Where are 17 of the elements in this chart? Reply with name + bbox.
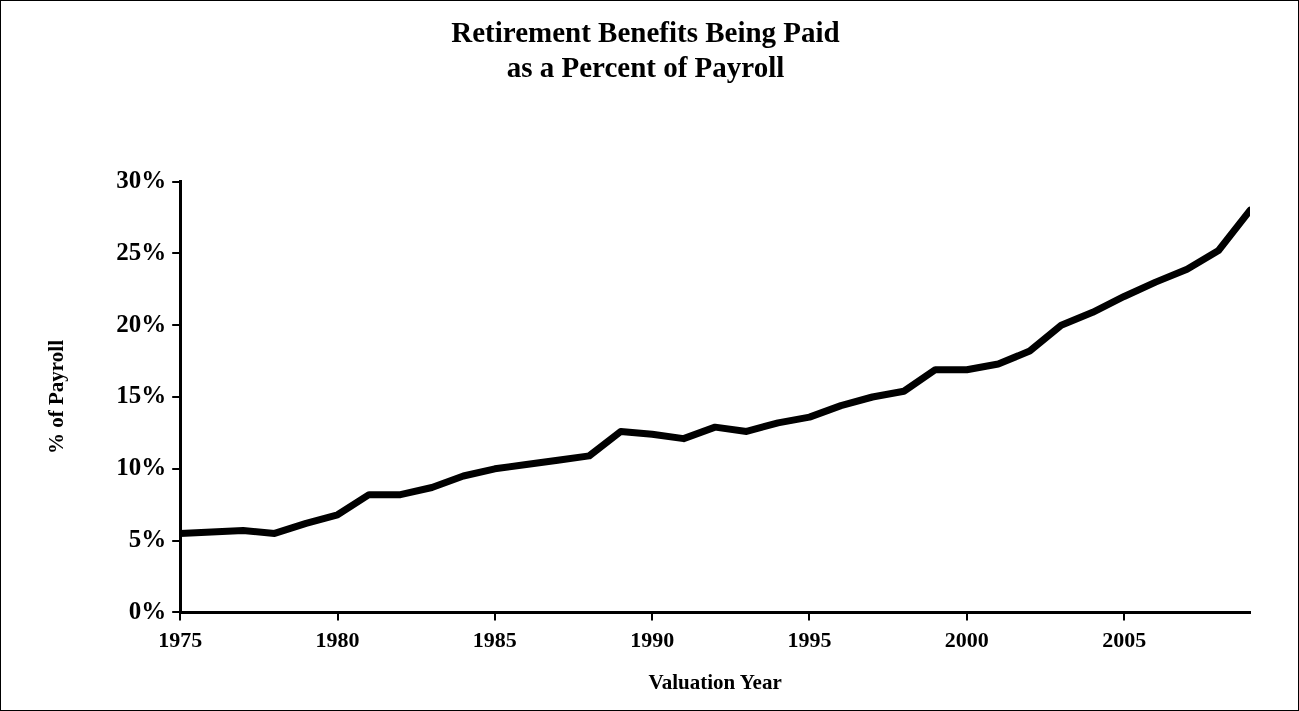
chart-title: Retirement Benefits Being Paid as a Percent of Payroll — [451, 15, 840, 83]
x-tick-label: 1990 — [630, 627, 675, 653]
y-tick-label: 25% — [116, 237, 167, 265]
y-tick-label: 15% — [116, 381, 167, 409]
x-tick-label: 2005 — [1102, 627, 1147, 653]
x-axis-title: Valuation Year — [648, 669, 782, 694]
y-tick-label: 0% — [128, 596, 167, 624]
x-tick-label: 1980 — [315, 627, 360, 653]
y-tick-label: 20% — [116, 309, 167, 337]
y-tick-label: 5% — [128, 525, 167, 553]
x-tick-label: 1995 — [787, 627, 832, 653]
x-tick-label: 2000 — [944, 627, 989, 653]
y-tick-label: 30% — [116, 166, 167, 194]
y-tick-label: 10% — [116, 453, 167, 481]
y-axis-title: % of Payroll — [44, 339, 69, 454]
x-tick-label: 1985 — [472, 627, 517, 653]
x-tick-label: 1975 — [158, 627, 203, 653]
